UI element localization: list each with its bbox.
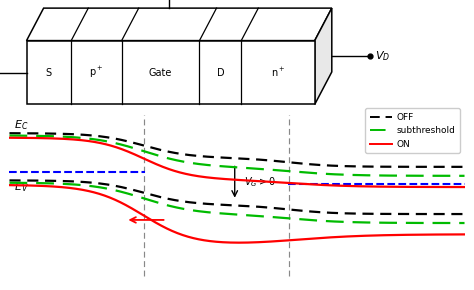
Text: D: D [217, 68, 224, 77]
Legend: OFF, subthreshold, ON: OFF, subthreshold, ON [365, 108, 460, 153]
Bar [27, 41, 315, 104]
Polygon shape [315, 8, 332, 104]
Text: $E_V$: $E_V$ [14, 180, 29, 194]
Text: S: S [46, 68, 52, 77]
Polygon shape [27, 8, 332, 41]
Text: p$^+$: p$^+$ [89, 65, 104, 80]
Text: $V_D$: $V_D$ [375, 49, 391, 63]
Text: $E_C$: $E_C$ [14, 118, 28, 132]
Text: n$^+$: n$^+$ [271, 66, 285, 79]
Text: Gate: Gate [149, 68, 172, 77]
Text: $V_G > 0$: $V_G > 0$ [244, 175, 275, 189]
